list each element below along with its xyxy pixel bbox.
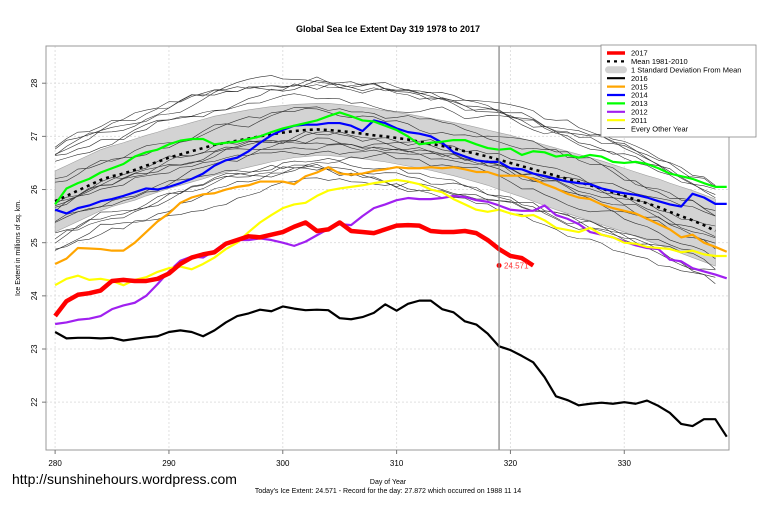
other-year-line <box>54 153 716 259</box>
chart-subtitle: Today's Ice Extent: 24.571 - Record for … <box>255 488 521 495</box>
legend-label: 2014 <box>631 91 648 100</box>
y-axis-label: Ice Extent in millions of sq. km. <box>15 200 22 296</box>
x-tick-label: 300 <box>276 459 290 468</box>
x-axis: 280 290 300 310 320 330 <box>48 450 631 468</box>
x-tick-label: 320 <box>504 459 518 468</box>
y-tick-label: 26 <box>30 185 39 194</box>
other-year-line <box>55 139 716 237</box>
y-tick-label: 27 <box>30 131 39 140</box>
y-tick-label: 24 <box>30 291 39 300</box>
series-line-2011 <box>54 178 727 287</box>
plot-frame <box>45 45 730 451</box>
series-line-2017 <box>53 220 535 318</box>
x-tick-label: 310 <box>390 459 404 468</box>
series-lines <box>53 111 728 438</box>
series-line-2015 <box>54 166 728 265</box>
watermark-url: http://sunshinehours.wordpress.com <box>12 471 237 487</box>
x-tick-label: 290 <box>162 459 176 468</box>
y-axis: 22 23 24 25 26 27 28 <box>30 78 46 407</box>
legend-label: Mean 1981-2010 <box>631 57 688 66</box>
legend-label: 2017 <box>631 49 648 58</box>
legend-label: 2015 <box>631 82 648 91</box>
legend-box <box>600 44 757 138</box>
y-tick-label: 25 <box>30 238 39 247</box>
chart-title: Global Sea Ice Extent Day 319 1978 to 20… <box>296 24 480 34</box>
other-year-line <box>55 131 716 217</box>
legend-label: 1 Standard Deviation From Mean <box>631 66 741 75</box>
other-year-line <box>55 108 716 211</box>
legend-label: 2013 <box>631 99 648 108</box>
legend-label: Every Other Year <box>631 124 689 133</box>
other-year-line <box>55 106 716 217</box>
other-year-line <box>54 84 716 190</box>
y-tick-label: 23 <box>30 344 39 353</box>
y-tick-label: 22 <box>30 397 39 406</box>
x-tick-label: 330 <box>618 459 632 468</box>
series-line-2014 <box>54 119 727 215</box>
other-year-line <box>54 140 716 227</box>
legend-swatch <box>605 66 627 74</box>
series-line-2016 <box>54 299 728 438</box>
x-tick-label: 280 <box>48 459 62 468</box>
other-year-line <box>54 165 716 270</box>
other-year-line <box>54 137 716 250</box>
other-year-line <box>55 93 716 198</box>
x-axis-label: Day of Year <box>370 479 407 486</box>
current-value-label: 24.571 <box>504 261 529 270</box>
series-line-2013 <box>54 111 727 206</box>
legend-label: 2011 <box>631 116 647 125</box>
other-years-lines <box>54 75 716 284</box>
y-tick-label: 28 <box>30 78 39 87</box>
other-year-line <box>55 80 716 186</box>
legend-label: 2012 <box>631 108 648 117</box>
other-year-line <box>54 76 716 195</box>
legend-label: 2016 <box>631 74 648 83</box>
